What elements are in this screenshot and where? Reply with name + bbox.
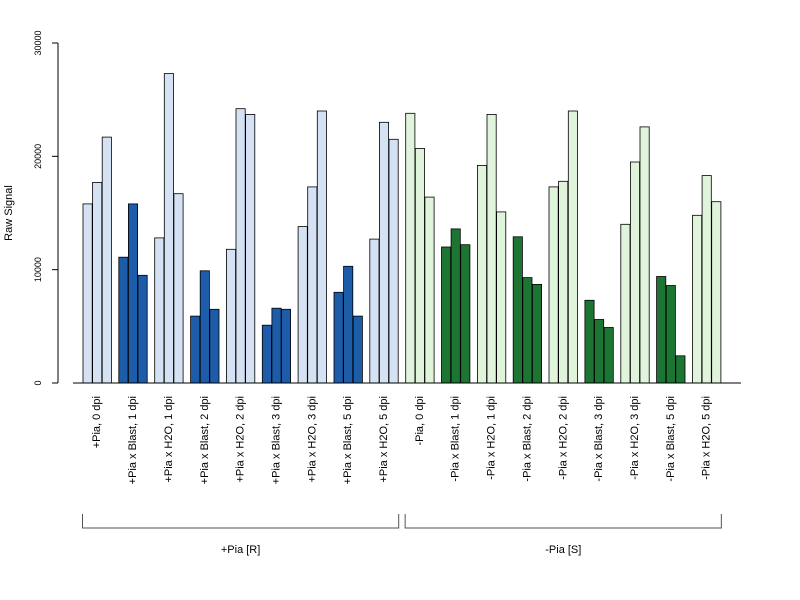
category-label: +Pia x H2O, 3 dpi <box>306 396 318 483</box>
bar <box>352 315 363 384</box>
category-label: -Pia x H2O, 5 dpi <box>701 396 713 480</box>
bar <box>424 196 435 384</box>
y-tick-label: 30000 <box>33 30 43 55</box>
bar <box>656 276 667 384</box>
bar <box>137 274 148 384</box>
bar <box>127 203 138 384</box>
bar <box>496 211 507 384</box>
bar <box>548 186 559 384</box>
bar <box>154 237 165 384</box>
group-bracket <box>82 514 400 529</box>
group-bracket <box>404 514 722 529</box>
category-label: +Pia x H2O, 5 dpi <box>378 396 390 483</box>
category-label: +Pia x Blast, 2 dpi <box>199 396 211 484</box>
bar <box>118 256 129 384</box>
bar <box>450 228 461 384</box>
bar <box>603 327 614 384</box>
bar <box>369 238 380 384</box>
bar <box>594 319 605 384</box>
bar <box>711 201 722 384</box>
category-label: -Pia x Blast, 1 dpi <box>450 396 462 482</box>
bar <box>584 299 595 384</box>
bar <box>343 265 354 384</box>
category-label: -Pia x Blast, 2 dpi <box>521 396 533 482</box>
bar <box>441 246 452 384</box>
group-brackets: +Pia [R] -Pia [S] <box>82 514 722 556</box>
category-label: -Pia x H2O, 2 dpi <box>557 396 569 480</box>
category-label: -Pia, 0 dpi <box>414 396 426 446</box>
bar <box>692 214 703 384</box>
bar <box>388 138 399 384</box>
bar <box>173 193 184 384</box>
bar <box>405 112 416 384</box>
bar <box>630 161 641 384</box>
bar <box>333 291 344 384</box>
y-tick-label: 0 <box>33 380 43 385</box>
bar <box>460 244 471 384</box>
bar <box>209 308 220 384</box>
bar <box>271 307 282 384</box>
category-label: +Pia x Blast, 1 dpi <box>127 396 139 484</box>
bar <box>639 126 650 384</box>
bar <box>316 110 327 384</box>
category-label: +Pia, 0 dpi <box>91 396 103 448</box>
category-label: +Pia x Blast, 5 dpi <box>342 396 354 484</box>
bar <box>225 248 236 384</box>
bar <box>522 277 533 384</box>
category-label: +Pia x H2O, 2 dpi <box>235 396 247 483</box>
category-label: +Pia x Blast, 3 dpi <box>271 396 283 484</box>
bar <box>414 147 425 384</box>
bar <box>307 186 318 384</box>
category-label: -Pia x H2O, 1 dpi <box>486 396 498 480</box>
bar <box>82 203 93 384</box>
y-tick-label: 10000 <box>33 257 43 282</box>
bar <box>101 136 112 384</box>
bar <box>163 73 174 384</box>
bar <box>620 223 631 384</box>
bar <box>486 114 497 384</box>
bar <box>297 226 308 384</box>
category-label: -Pia x H2O, 3 dpi <box>629 396 641 480</box>
bar <box>190 315 201 384</box>
bar <box>558 180 569 384</box>
y-axis-title: Raw Signal <box>3 185 15 241</box>
bars-layer <box>82 73 722 384</box>
bar <box>476 164 487 384</box>
bar <box>675 355 686 384</box>
category-label: -Pia x Blast, 5 dpi <box>665 396 677 482</box>
bar <box>245 114 256 384</box>
bar <box>199 270 210 384</box>
bar <box>92 181 103 384</box>
category-labels: +Pia, 0 dpi +Pia x Blast, 1 dpi +Pia x H2O… <box>91 396 713 484</box>
category-label: -Pia x Blast, 3 dpi <box>593 396 605 482</box>
bar <box>235 108 246 384</box>
group-label: +Pia [R] <box>221 544 260 556</box>
bar <box>378 121 389 384</box>
bar <box>512 236 523 384</box>
bar <box>701 175 712 384</box>
bar <box>665 285 676 384</box>
bar <box>261 324 272 384</box>
bar <box>280 308 291 384</box>
y-tick-label: 20000 <box>33 144 43 169</box>
category-label: +Pia x H2O, 1 dpi <box>163 396 175 483</box>
bar <box>567 110 578 384</box>
y-axis: 0 10000 20000 30000 <box>33 30 59 386</box>
group-label: -Pia [S] <box>545 544 581 556</box>
bar <box>532 283 543 384</box>
